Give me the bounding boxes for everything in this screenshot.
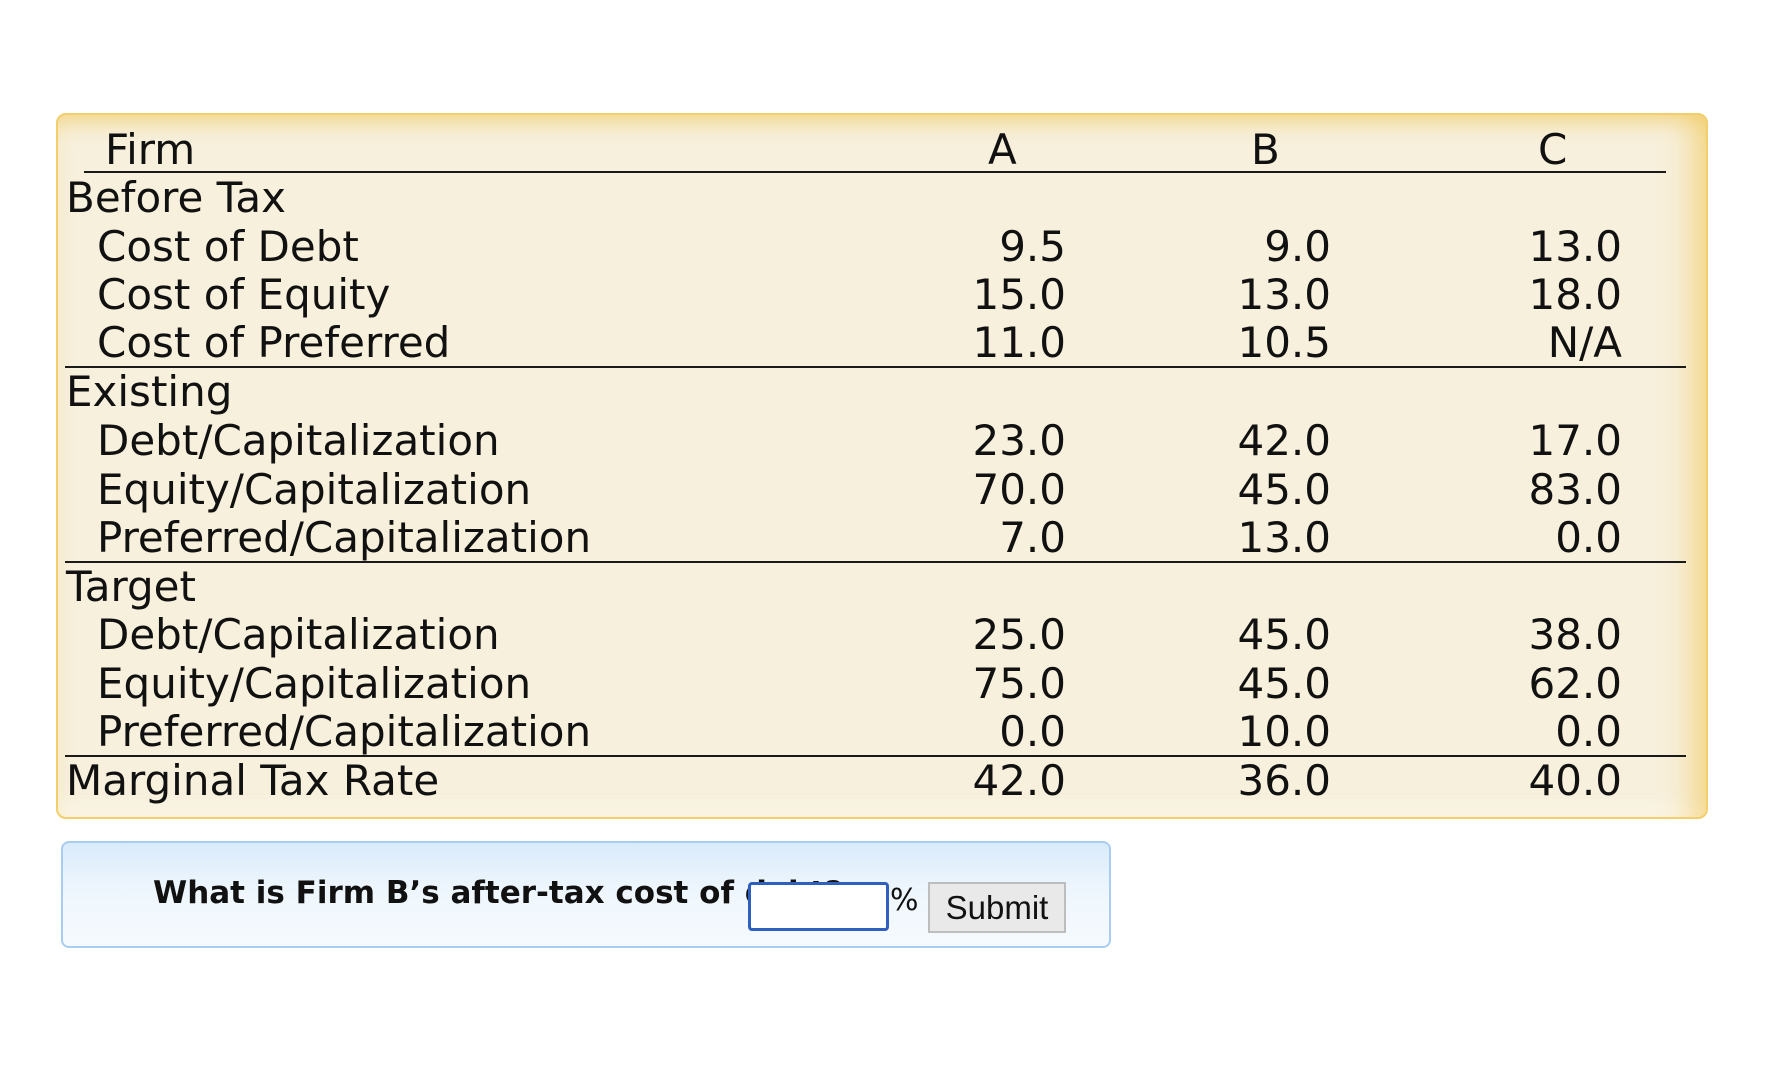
value-firm-c: 38.0: [1528, 610, 1622, 659]
table-row-existing-debt: Debt/Capitalization 23.0 42.0 17.0: [58, 416, 1706, 465]
row-label: Preferred/Capitalization: [97, 707, 592, 756]
question-prompt: What is Firm B’s after-tax cost of debt?: [153, 875, 843, 911]
table-row-cost-of-debt: Cost of Debt 9.5 9.0 13.0: [58, 222, 1706, 271]
table-row-target-equity: Equity/Capitalization 75.0 45.0 62.0: [58, 659, 1706, 708]
value-firm-c: 0.0: [1555, 707, 1622, 756]
row-label: Debt/Capitalization: [97, 610, 500, 659]
submit-button[interactable]: Submit: [928, 882, 1066, 933]
value-firm-b: 10.5: [1237, 318, 1331, 367]
answer-input[interactable]: [748, 882, 889, 931]
section-title: Before Tax: [66, 173, 286, 222]
question-panel: What is Firm B’s after-tax cost of debt?…: [61, 841, 1111, 948]
value-firm-b: 9.0: [1264, 222, 1331, 271]
table-row-existing-preferred: Preferred/Capitalization 7.0 13.0 0.0: [58, 513, 1706, 562]
firm-header: Firm: [105, 125, 196, 174]
section-title-before-tax: Before Tax: [58, 173, 1706, 222]
table-row-target-preferred: Preferred/Capitalization 0.0 10.0 0.0: [58, 707, 1706, 756]
value-firm-a: 42.0: [972, 756, 1066, 805]
value-firm-c: 40.0: [1528, 756, 1622, 805]
row-label: Equity/Capitalization: [97, 659, 532, 708]
value-firm-b: 42.0: [1237, 416, 1331, 465]
row-label: Preferred/Capitalization: [97, 513, 592, 562]
section-divider: [65, 561, 1686, 563]
data-table: Firm A B C Before Tax Cost of Debt 9.5 9…: [56, 113, 1708, 819]
value-firm-a: 7.0: [999, 513, 1066, 562]
table-row-existing-equity: Equity/Capitalization 70.0 45.0 83.0: [58, 465, 1706, 514]
firm-a-header: A: [988, 125, 1017, 174]
value-firm-a: 75.0: [972, 659, 1066, 708]
value-firm-a: 23.0: [972, 416, 1066, 465]
row-label: Marginal Tax Rate: [66, 756, 440, 805]
table-row-target-debt: Debt/Capitalization 25.0 45.0 38.0: [58, 610, 1706, 659]
row-label: Cost of Equity: [97, 270, 391, 319]
value-firm-a: 0.0: [999, 707, 1066, 756]
value-firm-b: 10.0: [1237, 707, 1331, 756]
value-firm-a: 70.0: [972, 465, 1066, 514]
header-divider: [84, 171, 1666, 173]
value-firm-b: 13.0: [1237, 270, 1331, 319]
value-firm-c: 18.0: [1528, 270, 1622, 319]
section-divider: [65, 366, 1686, 368]
value-firm-c: N/A: [1547, 318, 1622, 367]
row-label: Debt/Capitalization: [97, 416, 500, 465]
value-firm-c: 13.0: [1528, 222, 1622, 271]
section-divider: [65, 755, 1686, 757]
value-firm-a: 25.0: [972, 610, 1066, 659]
table-header-row: Firm A B C: [58, 125, 1706, 174]
table-row-cost-of-equity: Cost of Equity 15.0 13.0 18.0: [58, 270, 1706, 319]
value-firm-b: 36.0: [1237, 756, 1331, 805]
value-firm-c: 0.0: [1555, 513, 1622, 562]
value-firm-c: 17.0: [1528, 416, 1622, 465]
value-firm-a: 11.0: [972, 318, 1066, 367]
firm-c-header: C: [1538, 125, 1568, 174]
value-firm-b: 13.0: [1237, 513, 1331, 562]
value-firm-a: 15.0: [972, 270, 1066, 319]
firm-b-header: B: [1251, 125, 1280, 174]
row-label: Cost of Preferred: [97, 318, 451, 367]
value-firm-a: 9.5: [999, 222, 1066, 271]
value-firm-b: 45.0: [1237, 465, 1331, 514]
table-row-cost-of-preferred: Cost of Preferred 11.0 10.5 N/A: [58, 318, 1706, 367]
section-title-existing: Existing: [58, 367, 1706, 416]
row-label: Cost of Debt: [97, 222, 359, 271]
value-firm-b: 45.0: [1237, 610, 1331, 659]
row-label: Equity/Capitalization: [97, 465, 532, 514]
section-title: Existing: [66, 367, 233, 416]
section-title-target: Target: [58, 562, 1706, 611]
table-row-marginal-tax-rate: Marginal Tax Rate 42.0 36.0 40.0: [58, 756, 1706, 805]
percent-unit: %: [890, 883, 919, 918]
value-firm-c: 83.0: [1528, 465, 1622, 514]
value-firm-c: 62.0: [1528, 659, 1622, 708]
value-firm-b: 45.0: [1237, 659, 1331, 708]
section-title: Target: [66, 562, 196, 611]
